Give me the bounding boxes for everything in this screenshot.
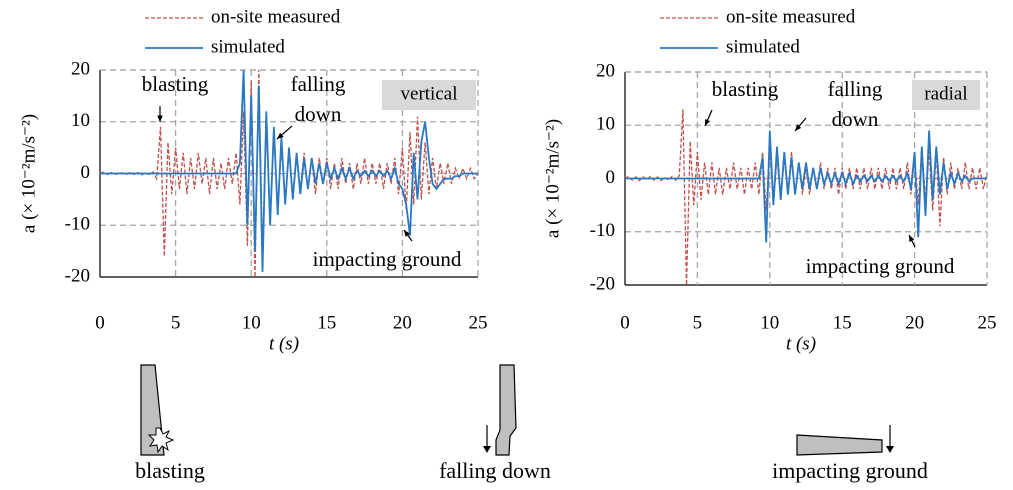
y-tick-label: 0 xyxy=(606,167,616,188)
caption: blasting xyxy=(135,458,205,483)
arrow-head xyxy=(277,132,284,139)
annotation: down xyxy=(832,107,879,131)
series-line xyxy=(100,69,478,272)
x-tick-label: 20 xyxy=(393,312,412,333)
y-tick-label: 10 xyxy=(71,110,90,131)
panel-label-box xyxy=(912,80,980,110)
annotation: blasting xyxy=(142,72,209,96)
y-tick-label: 0 xyxy=(81,162,91,183)
y-tick-label: -10 xyxy=(65,214,90,235)
series-line xyxy=(625,130,987,243)
y-tick-label: 20 xyxy=(596,60,615,81)
arrow-head xyxy=(157,115,163,122)
x-tick-label: 20 xyxy=(905,312,924,333)
y-tick-label: -10 xyxy=(590,220,615,241)
caption: falling down xyxy=(439,458,551,483)
illustration-blasting xyxy=(140,364,175,456)
legend-label: simulated xyxy=(726,36,800,57)
x-tick-label: 10 xyxy=(242,312,261,333)
annotation: falling xyxy=(291,72,346,96)
y-axis-label: a (× 10⁻²m/s⁻²) xyxy=(18,114,39,233)
legend-label: simulated xyxy=(211,36,285,57)
arrow-head xyxy=(705,119,711,126)
x-tick-label: 25 xyxy=(978,312,997,333)
y-tick-label: 20 xyxy=(71,58,90,79)
annotation: down xyxy=(295,102,342,126)
illustration-falling xyxy=(483,364,517,456)
x-tick-label: 5 xyxy=(693,312,703,333)
legend-label: on-site measured xyxy=(211,6,341,27)
illustration-impact xyxy=(796,425,894,456)
panel-label: vertical xyxy=(401,83,458,104)
arrow-head xyxy=(795,124,802,131)
x-tick-label: 10 xyxy=(760,312,779,333)
y-tick-label: -20 xyxy=(65,265,90,286)
arrow-head xyxy=(909,235,915,242)
annotation: blasting xyxy=(712,77,779,101)
x-axis-label: t (s) xyxy=(786,333,816,354)
x-tick-label: 5 xyxy=(171,312,181,333)
y-tick-label: 10 xyxy=(596,114,615,135)
y-tick-label: -20 xyxy=(590,273,615,294)
caption: impacting ground xyxy=(772,458,928,483)
x-tick-label: 25 xyxy=(469,312,488,333)
panel-label: radial xyxy=(924,83,967,104)
x-tick-label: 0 xyxy=(620,312,630,333)
annotation: impacting ground xyxy=(313,247,462,271)
annotation: falling xyxy=(828,77,883,101)
x-tick-label: 15 xyxy=(317,312,336,333)
x-tick-label: 15 xyxy=(833,312,852,333)
x-axis-label: t (s) xyxy=(269,333,299,354)
x-tick-label: 0 xyxy=(95,312,105,333)
legend-label: on-site measured xyxy=(726,6,856,27)
panel-label-box xyxy=(382,80,476,110)
annotation: impacting ground xyxy=(806,254,955,278)
y-axis-label: a (× 10⁻²m/s⁻²) xyxy=(542,119,563,238)
arrow-head xyxy=(404,230,410,237)
